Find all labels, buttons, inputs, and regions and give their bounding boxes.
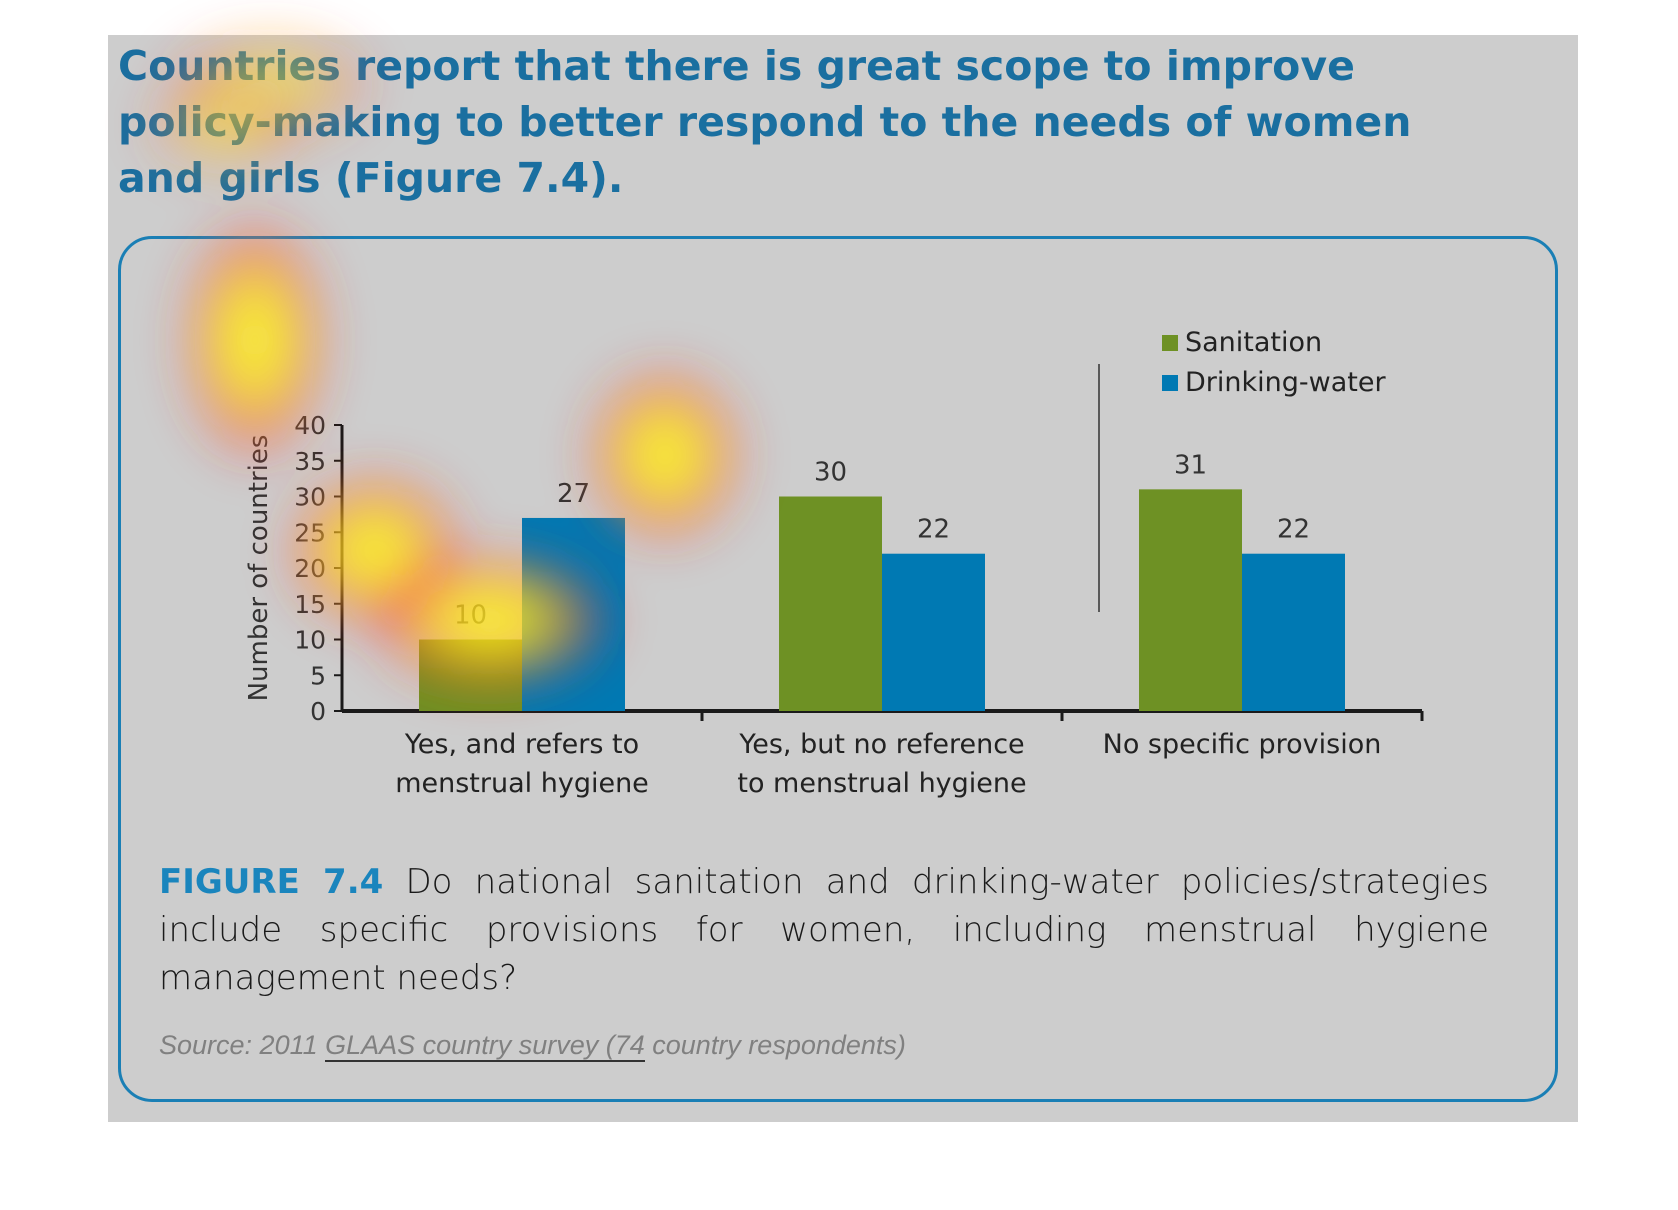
bar-drinking-water (1242, 553, 1345, 711)
y-tick-label: 40 (294, 411, 326, 440)
y-tick-label: 10 (294, 626, 326, 655)
bar-value-label: 22 (1277, 515, 1310, 545)
bar-value-label: 31 (1174, 450, 1207, 480)
x-category-label: to menstrual hygiene (737, 768, 1026, 799)
source-prefix: Source: 2011 (159, 1030, 326, 1060)
y-tick-label: 30 (294, 483, 326, 512)
figure-frame (118, 236, 1558, 1102)
legend-label: Drinking-water (1185, 367, 1386, 398)
y-tick-label: 25 (294, 518, 326, 547)
x-category-label: No specific provision (1103, 729, 1382, 760)
source-note: Source: 2011 GLAAS country survey (74 co… (159, 1030, 906, 1062)
legend-swatch-drinking-water (1162, 375, 1178, 391)
y-tick-label: 15 (294, 590, 326, 619)
figure-label: FIGURE 7.4 (159, 862, 384, 902)
y-tick-label: 5 (310, 661, 326, 690)
bar-value-label: 10 (454, 601, 487, 631)
bar-drinking-water (522, 517, 625, 711)
y-axis: 0 5 10 15 20 25 30 35 40 Number of countries (244, 411, 344, 726)
y-tick-label: 0 (310, 697, 326, 726)
bar-sanitation (779, 496, 882, 711)
legend: Sanitation Drinking-water (1162, 327, 1386, 398)
bar-sanitation (1139, 489, 1242, 711)
source-underlined: GLAAS country survey (74 (325, 1030, 645, 1062)
y-tick-label: 35 (294, 447, 326, 476)
x-category-label: menstrual hygiene (395, 768, 649, 799)
bars (419, 489, 1345, 711)
y-tick-label: 20 (294, 554, 326, 583)
bar-value-label: 27 (557, 479, 590, 509)
bar-value-label: 22 (917, 515, 950, 545)
figure-caption-text: Do national sanitation and drinking-wate… (159, 862, 1489, 998)
x-category-label: Yes, and refers to (404, 729, 639, 760)
legend-label: Sanitation (1185, 327, 1322, 358)
figure-caption: FIGURE 7.4 Do national sanitation and dr… (159, 858, 1489, 1002)
x-axis: Yes, and refers to menstrual hygiene Yes, … (342, 709, 1424, 799)
bar-value-label: 30 (814, 458, 847, 488)
bar-drinking-water (882, 553, 985, 711)
source-suffix: country respondents) (644, 1030, 906, 1060)
legend-swatch-sanitation (1162, 335, 1178, 351)
bar-sanitation (419, 639, 522, 711)
x-category-label: Yes, but no reference (738, 729, 1024, 760)
y-axis-title: Number of countries (244, 435, 274, 702)
